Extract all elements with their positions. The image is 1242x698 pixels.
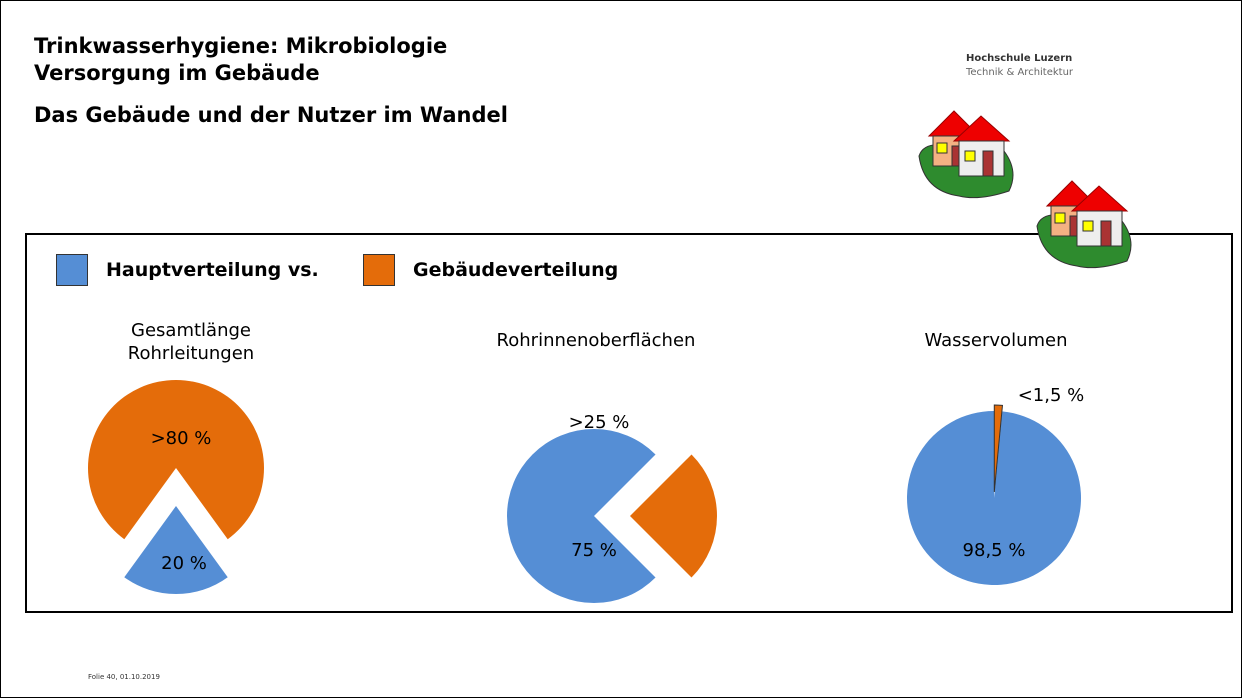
value-label: 75 %: [571, 540, 617, 561]
legend-swatch: [56, 254, 88, 286]
pie-title: Wasservolumen: [924, 330, 1068, 351]
value-label: <1,5 %: [1018, 385, 1085, 406]
legend-label: Gebäudeverteilung: [413, 259, 619, 281]
value-label: 20 %: [161, 553, 207, 574]
houses-icon: [918, 110, 1014, 199]
value-label: >80 %: [151, 428, 212, 449]
pie-title: Rohrinnenoberflächen: [496, 330, 696, 351]
content-box: [25, 233, 1233, 613]
pie-title: Gesamtlänge Rohrleitungen: [127, 320, 255, 364]
logo-line: Technik & Architektur: [966, 67, 1074, 78]
heading: Das Gebäude und der Nutzer im Wandel: [34, 103, 508, 127]
houses-icon: [1036, 180, 1132, 269]
pie-slice: [124, 506, 228, 594]
title: Trinkwasserhygiene: Mikrobiologie: [34, 34, 448, 58]
value-label: >25 %: [569, 412, 630, 433]
value-label: 98,5 %: [963, 540, 1026, 561]
legend-label: Hauptverteilung vs.: [106, 259, 319, 281]
pie-slice: [907, 411, 1081, 585]
subtitle: Versorgung im Gebäude: [34, 61, 320, 85]
pie-slice: [507, 429, 656, 603]
legend-swatch: [363, 254, 395, 286]
pie-slice: [88, 380, 265, 540]
logo-line: Hochschule Luzern: [966, 53, 1073, 64]
pie-slice: [993, 404, 1004, 493]
footer: Folie 40, 01.10.2019: [88, 673, 160, 681]
pie-slice: [630, 454, 717, 578]
